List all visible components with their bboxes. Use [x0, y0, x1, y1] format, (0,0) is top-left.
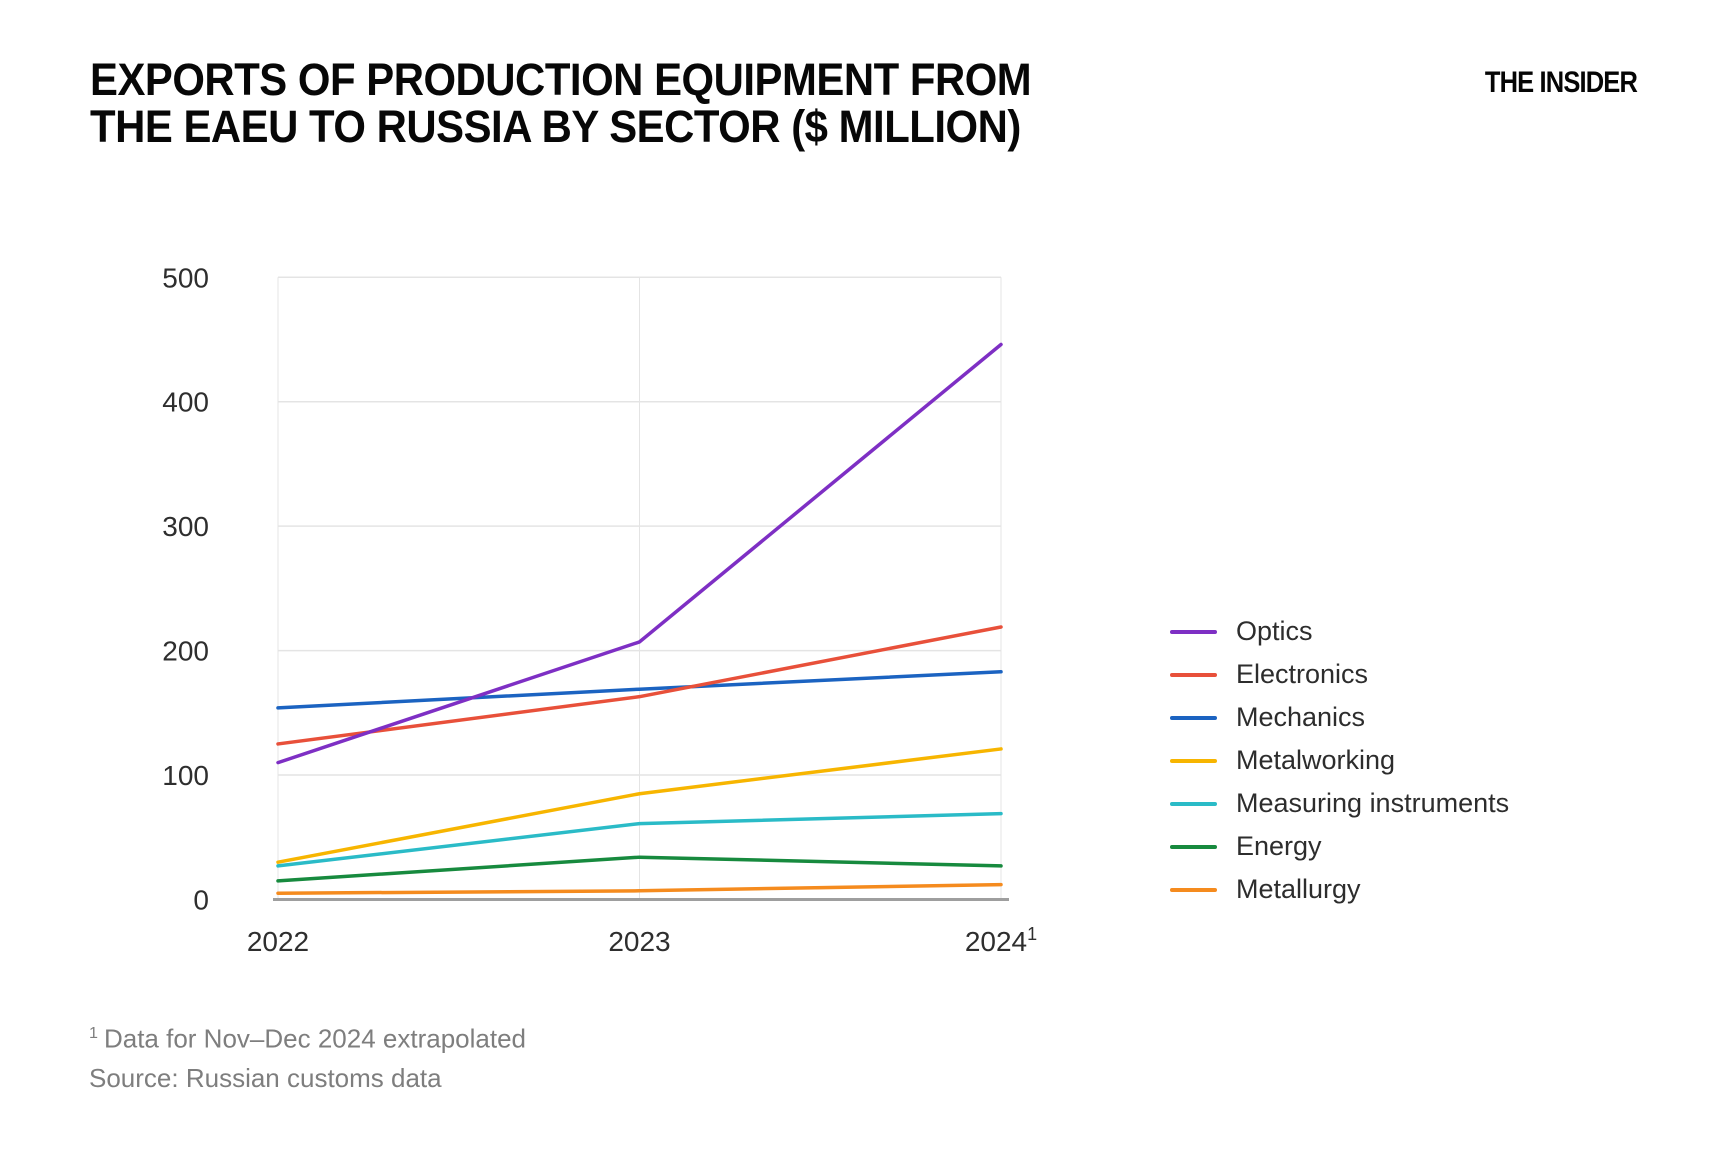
legend-swatch-electronics: [1170, 672, 1217, 677]
footnote-marker: 1: [89, 1024, 98, 1042]
legend-label: Metalworking: [1236, 745, 1396, 775]
publisher-logo: THE INSIDER: [1484, 66, 1638, 99]
legend-label: Metallurgy: [1236, 874, 1361, 904]
legend-item-energy: Energy: [1170, 825, 1509, 868]
legend-label: Energy: [1236, 831, 1322, 861]
series-line-optics: [276, 342, 1003, 765]
x-tick-label: 2023: [608, 926, 670, 957]
legend: Optics Electronics Mechanics Metalworkin…: [1170, 610, 1509, 911]
legend-swatch-energy: [1170, 844, 1217, 849]
chart-title-line1: EXPORTS OF PRODUCTION EQUIPMENT FROM: [90, 54, 1032, 105]
x-tick-label: 2022: [247, 926, 309, 957]
y-tick-label: 0: [193, 885, 209, 916]
footnotes: 1 Data for Nov–Dec 2024 extrapolated Sour…: [89, 1014, 526, 1098]
y-tick-label: 200: [162, 636, 209, 667]
legend-item-mechanics: Mechanics: [1170, 696, 1509, 739]
y-tick-label: 100: [162, 760, 209, 791]
legend-swatch-optics: [1170, 629, 1217, 634]
x-tick-label: 20241: [965, 924, 1037, 957]
legend-swatch-mechanics: [1170, 715, 1217, 720]
legend-item-electronics: Electronics: [1170, 653, 1509, 696]
legend-swatch-metallurgy: [1170, 887, 1217, 892]
legend-swatch-measuring-instruments: [1170, 801, 1217, 806]
series-line-metalworking: [276, 747, 1003, 864]
legend-swatch-metalworking: [1170, 758, 1217, 763]
legend-label: Optics: [1236, 616, 1313, 646]
footnote-source: Source: Russian customs data: [89, 1062, 442, 1093]
y-tick-label: 400: [162, 387, 209, 418]
legend-label: Mechanics: [1236, 702, 1366, 732]
series-line-electronics: [276, 625, 1003, 746]
series-line-energy: [276, 855, 1003, 883]
chart-title-line2: THE EAEU TO RUSSIA BY SECTOR ($ MILLION): [90, 101, 1021, 152]
legend-item-measuring-instruments: Measuring instruments: [1170, 782, 1509, 825]
y-tick-label: 500: [162, 262, 209, 293]
legend-label: Electronics: [1236, 659, 1369, 689]
legend-item-metalworking: Metalworking: [1170, 739, 1509, 782]
legend-item-optics: Optics: [1170, 610, 1509, 653]
series-line-metallurgy: [276, 882, 1003, 896]
series-line-mechanics: [276, 670, 1003, 710]
legend-item-metallurgy: Metallurgy: [1170, 868, 1509, 911]
legend-label: Measuring instruments: [1236, 788, 1510, 818]
chart-title: EXPORTS OF PRODUCTION EQUIPMENT FROM THE…: [90, 54, 1032, 152]
footnote-text: Data for Nov–Dec 2024 extrapolated: [103, 1023, 526, 1054]
series-line-measuring-instruments: [276, 811, 1003, 868]
footnote-extrapolated: 1 Data for Nov–Dec 2024 extrapolated: [89, 1014, 526, 1059]
y-tick-label: 300: [162, 511, 209, 542]
